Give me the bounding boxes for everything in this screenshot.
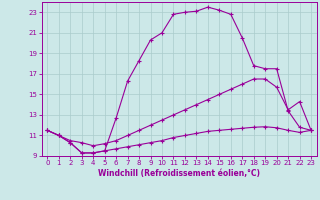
X-axis label: Windchill (Refroidissement éolien,°C): Windchill (Refroidissement éolien,°C) <box>98 169 260 178</box>
